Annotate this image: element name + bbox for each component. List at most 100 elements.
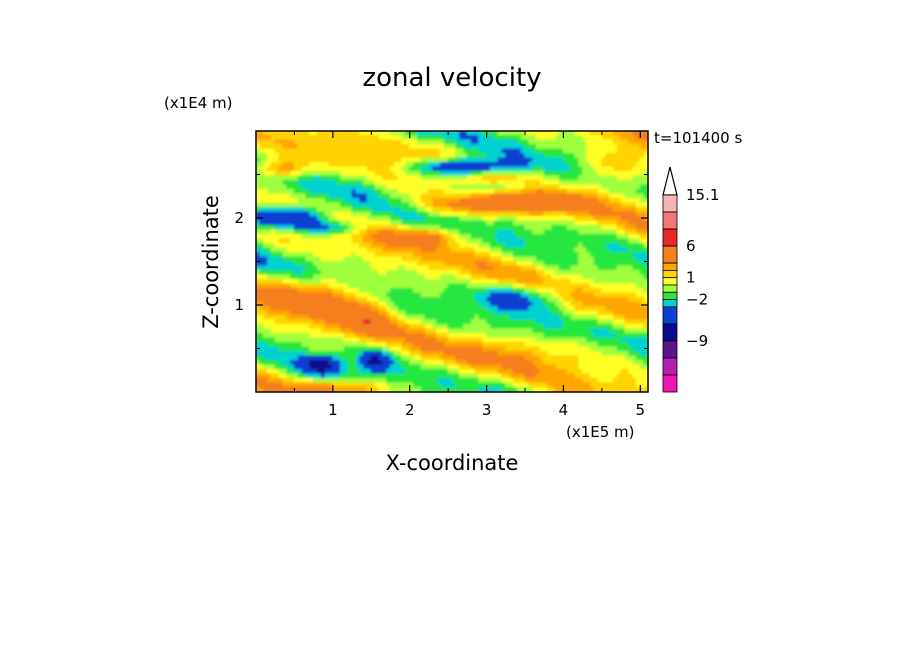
field-cell — [605, 144, 611, 150]
field-cell — [612, 207, 618, 213]
field-cell — [516, 229, 522, 235]
field-cell — [509, 238, 514, 244]
field-cell — [374, 279, 380, 285]
field-cell — [570, 148, 576, 154]
field-cell — [624, 270, 630, 276]
field-cell — [459, 297, 465, 303]
field-cell — [443, 238, 449, 244]
field-cell — [320, 243, 326, 249]
field-cell — [455, 306, 461, 312]
field-cell — [639, 131, 645, 136]
field-cell — [397, 166, 403, 172]
field-cell — [470, 211, 476, 217]
field-cell — [474, 207, 480, 213]
field-cell — [436, 207, 441, 213]
field-cell — [528, 144, 534, 150]
field-cell — [643, 171, 648, 177]
field-cell — [536, 234, 541, 240]
field-cell — [420, 283, 426, 289]
field-cell — [566, 175, 572, 181]
field-cell — [267, 292, 272, 298]
field-cell — [547, 202, 553, 208]
field-cell — [512, 342, 518, 348]
field-cell — [478, 238, 484, 244]
field-cell — [316, 207, 322, 213]
field-cell — [624, 337, 630, 343]
field-cell — [416, 153, 422, 159]
field-cell — [436, 139, 441, 145]
field-cell — [293, 166, 299, 172]
field-cell — [328, 202, 334, 208]
field-cell — [393, 166, 399, 172]
field-cell — [501, 256, 507, 262]
field-cell — [620, 166, 626, 172]
field-cell — [547, 315, 553, 321]
field-cell — [290, 243, 295, 249]
field-cell — [589, 135, 595, 141]
field-cell — [601, 319, 607, 325]
field-cell — [301, 306, 307, 312]
field-cell — [532, 342, 538, 348]
field-cell — [601, 238, 607, 244]
field-cell — [524, 216, 530, 222]
field-cell — [516, 297, 522, 303]
field-cell — [256, 225, 261, 231]
field-cell — [532, 279, 538, 285]
field-cell — [616, 157, 622, 163]
field-cell — [340, 283, 345, 289]
field-cell — [336, 238, 342, 244]
field-cell — [363, 139, 368, 145]
field-cell — [539, 193, 545, 199]
field-cell — [562, 274, 568, 280]
field-cell — [428, 256, 434, 262]
field-cell — [274, 139, 280, 145]
field-cell — [405, 225, 411, 231]
field-cell — [489, 139, 495, 145]
field-cell — [439, 310, 445, 316]
field-cell — [363, 198, 368, 204]
field-cell — [390, 238, 395, 244]
field-cell — [332, 288, 338, 294]
field-cell — [601, 292, 607, 298]
field-cell — [309, 175, 315, 181]
field-cell — [370, 148, 376, 154]
field-cell — [370, 144, 376, 150]
field-cell — [516, 301, 522, 307]
field-cell — [466, 333, 472, 339]
field-cell — [628, 135, 634, 141]
field-cell — [328, 153, 334, 159]
field-cell — [601, 328, 607, 334]
field-cell — [516, 234, 522, 240]
field-cell — [447, 346, 453, 352]
field-cell — [505, 166, 511, 172]
field-cell — [474, 306, 480, 312]
field-cell — [336, 247, 342, 253]
field-cell — [263, 319, 269, 325]
field-cell — [401, 171, 407, 177]
field-cell — [578, 229, 584, 235]
field-cell — [543, 328, 549, 334]
field-cell — [297, 292, 303, 298]
field-cell — [605, 297, 611, 303]
field-cell — [520, 207, 526, 213]
field-cell — [520, 342, 526, 348]
field-cell — [455, 202, 461, 208]
field-cell — [620, 288, 626, 294]
field-cell — [551, 324, 557, 330]
field-cell — [313, 180, 318, 186]
field-cell — [390, 131, 395, 136]
field-cell — [301, 315, 307, 321]
field-cell — [555, 256, 561, 262]
field-cell — [370, 153, 376, 159]
field-cell — [259, 297, 265, 303]
field-cell — [297, 157, 303, 163]
field-cell — [390, 315, 395, 321]
field-cell — [263, 162, 269, 168]
field-cell — [409, 171, 415, 177]
field-cell — [432, 135, 438, 141]
field-cell — [509, 202, 514, 208]
field-cell — [505, 162, 511, 168]
field-cell — [605, 346, 611, 352]
field-cell — [316, 342, 322, 348]
field-cell — [543, 283, 549, 289]
